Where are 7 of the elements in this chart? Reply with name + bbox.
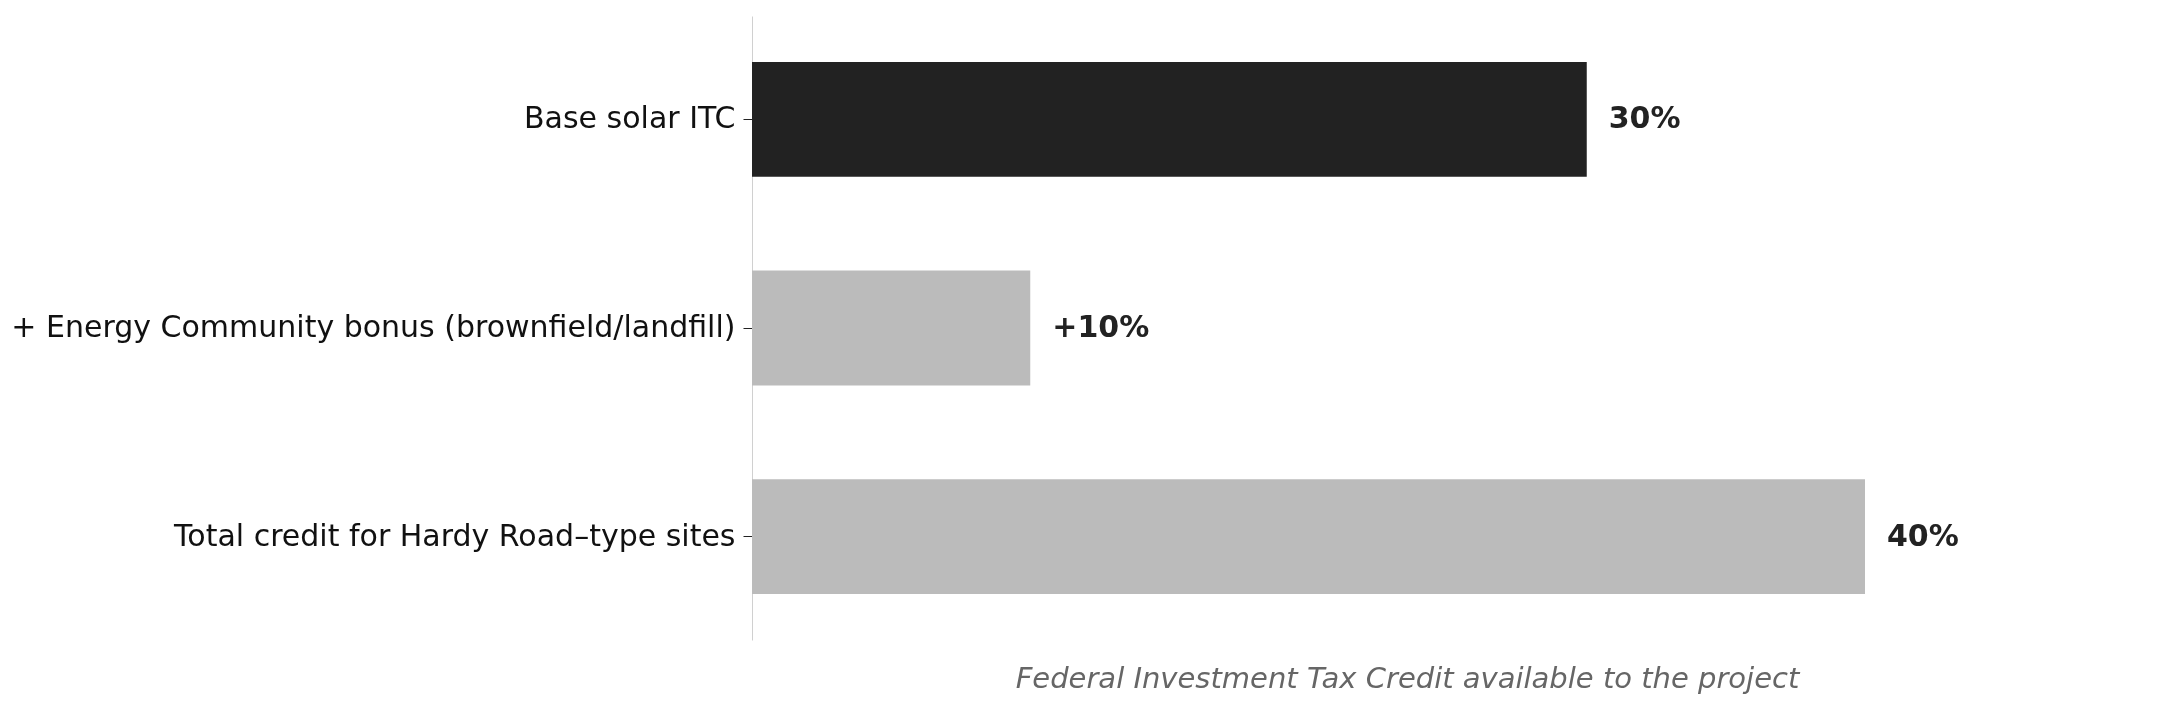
- y-tick-label: Total credit for Hardy Road–type sites: [173, 517, 736, 553]
- data-label: 30%: [1608, 100, 1681, 136]
- y-tick-label: Base solar ITC: [523, 100, 736, 136]
- y-tick-label: + Energy Community bonus (brownfield/landfill): [11, 309, 736, 344]
- data-label: 40%: [1887, 517, 1959, 553]
- x-axis-title: Federal Investment Tax Credit available to the project: [1015, 660, 1801, 695]
- data-label: +10%: [1052, 309, 1150, 344]
